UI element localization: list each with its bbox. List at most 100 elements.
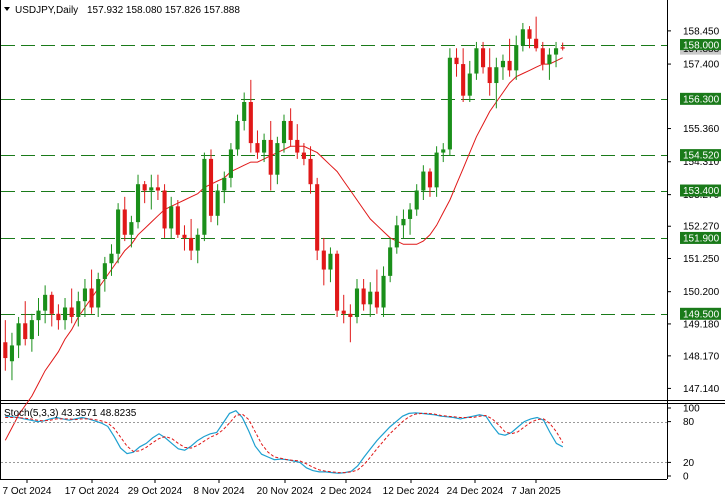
candle-body bbox=[149, 187, 154, 191]
candle-body bbox=[388, 247, 393, 276]
candle-body bbox=[49, 294, 54, 314]
candle-body bbox=[215, 190, 220, 216]
candle-body bbox=[467, 73, 472, 96]
candle-body bbox=[434, 152, 439, 188]
stoch-levels bbox=[1, 422, 667, 463]
symbol-dropdown-icon[interactable] bbox=[4, 7, 10, 11]
candle-body bbox=[447, 57, 452, 150]
candle-body bbox=[175, 206, 180, 235]
level-label-box bbox=[680, 231, 721, 244]
candle-body bbox=[255, 143, 260, 153]
x-tick-label: 20 Nov 2024 bbox=[257, 486, 314, 497]
candle-body bbox=[169, 206, 174, 229]
level-label-text: 149.500 bbox=[683, 309, 720, 320]
candle-body bbox=[228, 149, 233, 178]
chart-header: USDJPY,Daily 157.932 158.080 157.826 157… bbox=[4, 5, 240, 16]
candle-body bbox=[3, 342, 8, 359]
level-label-box bbox=[680, 307, 721, 320]
level-labels: 158.000 156.300 154.520 153.400 151.900 149.5… bbox=[680, 39, 721, 320]
candle-body bbox=[29, 320, 34, 340]
stoch-tick-label: 20 bbox=[683, 458, 695, 469]
stoch-lines bbox=[5, 409, 564, 474]
candle-body bbox=[142, 184, 147, 191]
candle-body bbox=[427, 171, 433, 188]
y-tick-label: 154.310 bbox=[683, 157, 720, 168]
x-tick-label: 7 Oct 2024 bbox=[3, 486, 52, 497]
x-tick-label: 7 Jan 2025 bbox=[511, 486, 561, 497]
y-tick-label: 148.170 bbox=[683, 351, 720, 362]
candle-body bbox=[328, 253, 333, 270]
symbol-title: USDJPY,Daily bbox=[15, 5, 78, 16]
y-tick-label: 155.360 bbox=[683, 124, 720, 135]
candle-body bbox=[195, 234, 200, 251]
stoch-tick-label: 0 bbox=[683, 472, 689, 483]
ohlc-values: 157.932 158.080 157.826 157.888 bbox=[87, 5, 240, 16]
candle-body bbox=[527, 29, 532, 39]
stoch-signal-line bbox=[5, 412, 564, 474]
candle-body bbox=[155, 187, 160, 191]
candle-body bbox=[102, 263, 107, 280]
level-label-box bbox=[680, 92, 721, 105]
candle-body bbox=[76, 301, 81, 317]
level-label-box bbox=[680, 184, 721, 197]
candle-body bbox=[129, 222, 134, 235]
horizontal-levels bbox=[1, 45, 667, 315]
candle-body bbox=[189, 237, 194, 251]
candle-body bbox=[553, 48, 559, 55]
level-label-box bbox=[680, 149, 721, 162]
candle-body bbox=[560, 47, 565, 49]
candle-body bbox=[381, 275, 386, 308]
y-tick-label: 150.200 bbox=[683, 287, 720, 298]
candle-body bbox=[116, 209, 121, 254]
date-axis-ticks: 7 Oct 2024 17 Oct 2024 29 Oct 2024 8 Nov 20… bbox=[3, 479, 561, 497]
x-tick-label: 24 Dec 2024 bbox=[447, 486, 504, 497]
candle-body bbox=[454, 57, 459, 65]
x-tick-label: 12 Dec 2024 bbox=[383, 486, 440, 497]
level-label-box bbox=[680, 39, 721, 51]
candle-body bbox=[461, 64, 466, 96]
candles bbox=[3, 16, 565, 381]
candle-body bbox=[368, 291, 373, 305]
candle-body bbox=[62, 307, 68, 321]
candle-body bbox=[202, 158, 207, 235]
candle-body bbox=[268, 139, 273, 175]
candle-body bbox=[547, 54, 552, 65]
candle-body bbox=[361, 288, 366, 305]
candle-body bbox=[514, 45, 519, 71]
candle-body bbox=[401, 218, 406, 226]
candle-body bbox=[441, 149, 446, 153]
level-label-text: 151.900 bbox=[683, 233, 720, 244]
y-tick-label: 158.450 bbox=[683, 26, 720, 37]
candle-body bbox=[69, 307, 74, 317]
candle-body bbox=[56, 313, 61, 321]
candle-body bbox=[89, 288, 94, 308]
stoch-main-line bbox=[5, 409, 564, 474]
candle-body bbox=[487, 67, 492, 84]
candle-body bbox=[414, 190, 419, 210]
candle-body bbox=[242, 102, 247, 121]
candle-body bbox=[248, 102, 253, 144]
candle-body bbox=[162, 190, 167, 229]
candle-body bbox=[36, 310, 41, 321]
candle-body bbox=[9, 345, 15, 362]
candle-body bbox=[308, 158, 313, 185]
candle-body bbox=[354, 288, 360, 317]
candle-body bbox=[408, 209, 413, 219]
candle-body bbox=[421, 171, 426, 191]
candle-body bbox=[534, 38, 539, 49]
candle-body bbox=[235, 120, 240, 150]
candle-body bbox=[507, 60, 512, 71]
y-tick-label: 147.140 bbox=[683, 384, 720, 395]
candle-body bbox=[374, 291, 379, 308]
y-tick-label: 157.400 bbox=[683, 60, 720, 71]
candle-body bbox=[500, 60, 506, 68]
candle-body bbox=[262, 139, 267, 153]
candle-body bbox=[474, 48, 479, 74]
stoch-axis-ticks: 100 80 20 0 bbox=[667, 404, 700, 483]
stoch-tick-label: 80 bbox=[683, 417, 695, 428]
candle-body bbox=[540, 48, 545, 65]
level-label-text: 154.520 bbox=[683, 151, 720, 162]
candle-body bbox=[109, 253, 114, 264]
